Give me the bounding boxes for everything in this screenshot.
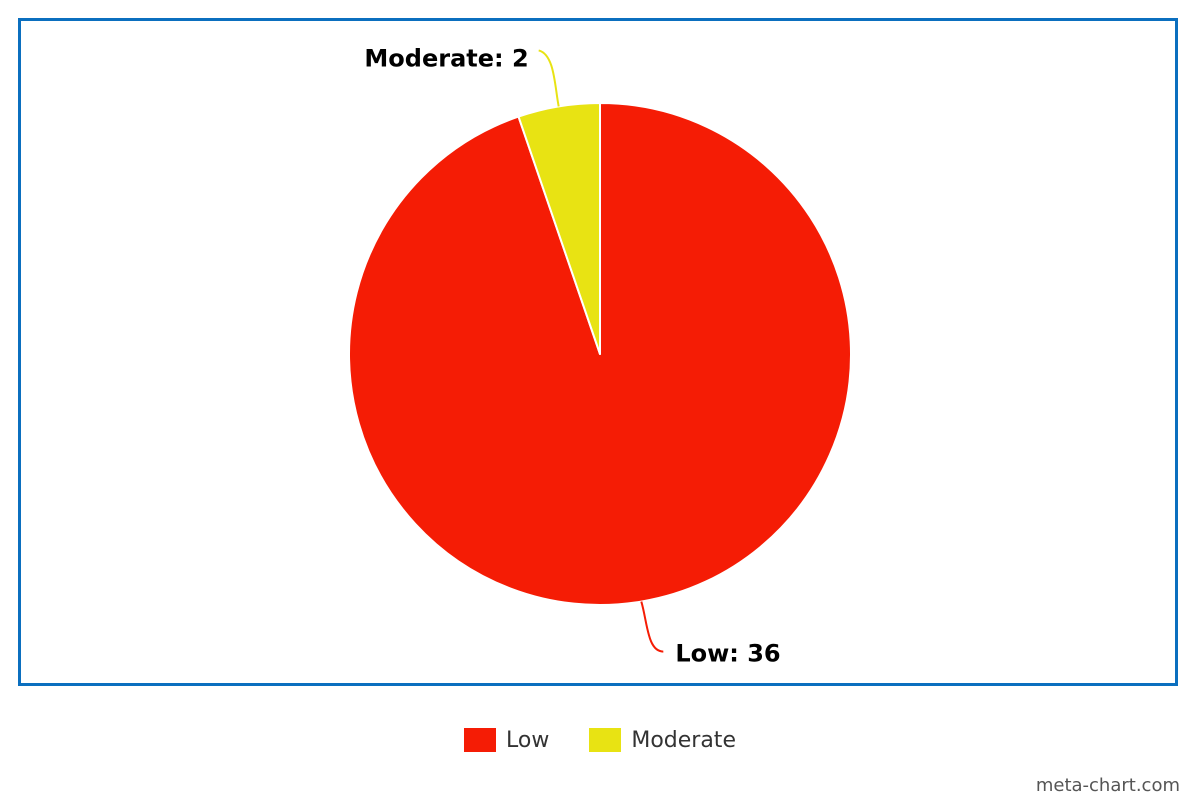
legend-label-moderate: Moderate (631, 727, 736, 753)
connector-moderate (538, 49, 560, 107)
data-label-low: Low: 36 (675, 640, 780, 668)
legend-item-low[interactable]: Low (464, 728, 549, 753)
legend-label-low: Low (506, 727, 550, 753)
legend-swatch-moderate (589, 728, 622, 752)
data-label-moderate: Moderate: 2 (364, 44, 528, 72)
legend-swatch-low (464, 728, 497, 752)
credit-text[interactable]: meta-chart.com (1035, 775, 1180, 796)
pie-slice-moderate[interactable] (517, 102, 601, 355)
connector-low (640, 601, 664, 653)
legend: Low Moderate (0, 722, 1200, 758)
pie-chart: Low: 36 Moderate: 2 (348, 44, 852, 668)
legend-item-moderate[interactable]: Moderate (589, 728, 736, 753)
